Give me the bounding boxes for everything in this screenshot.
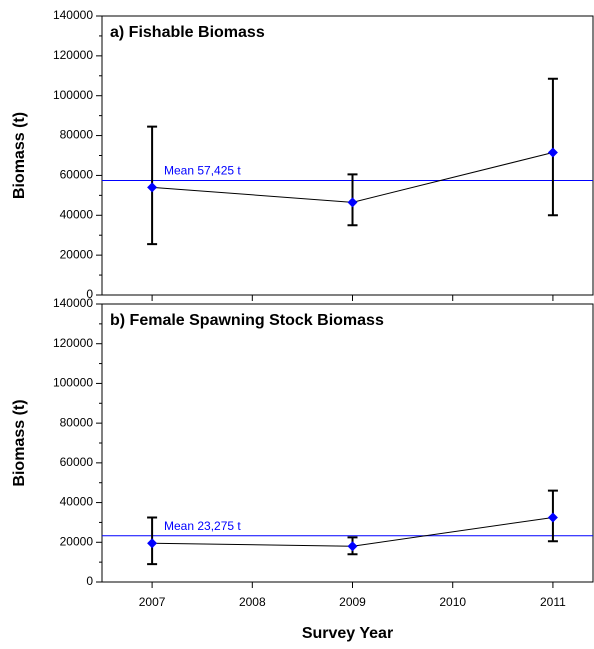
- plot-frame: [101, 303, 594, 583]
- y-tick-label: 0: [86, 287, 93, 301]
- error-bar: [547, 77, 558, 217]
- marker: [547, 512, 558, 523]
- marker: [347, 541, 358, 552]
- marker: [147, 182, 158, 193]
- y-tick-label: 120000: [53, 48, 93, 62]
- plot-frame: [101, 15, 594, 296]
- y-tick-label: 80000: [60, 415, 94, 429]
- marker: [547, 147, 558, 158]
- mean-label: Mean 57,425 t: [164, 164, 241, 178]
- marker: [147, 538, 158, 549]
- mean-label: Mean 23,275 t: [164, 519, 241, 533]
- y-tick-label: 80000: [60, 128, 94, 142]
- x-tick-label: 2009: [339, 595, 366, 609]
- y-tick-label: 140000: [53, 296, 93, 310]
- y-tick-label: 140000: [53, 8, 93, 22]
- y-tick-label: 40000: [60, 207, 94, 221]
- x-tick-label: 2007: [139, 595, 166, 609]
- marker: [347, 197, 358, 208]
- y-tick-label: 0: [86, 574, 93, 588]
- y-tick-label: 20000: [60, 247, 94, 261]
- x-tick-label: 2008: [239, 595, 266, 609]
- y-axis-title: Biomass (t): [11, 399, 28, 486]
- y-tick-label: 60000: [60, 168, 94, 182]
- y-tick-label: 20000: [60, 534, 94, 548]
- x-tick-label: 2011: [540, 595, 566, 609]
- y-tick-label: 100000: [53, 376, 93, 390]
- x-axis-title: Survey Year: [302, 625, 393, 642]
- y-tick-label: 60000: [60, 455, 94, 469]
- panel-title: a) Fishable Biomass: [110, 24, 265, 41]
- panel-title: b) Female Spawning Stock Biomass: [110, 312, 384, 329]
- x-tick-label: 2010: [439, 595, 466, 609]
- y-tick-label: 120000: [53, 336, 93, 350]
- y-tick-label: 100000: [53, 88, 93, 102]
- y-axis-title: Biomass (t): [11, 112, 28, 199]
- y-tick-label: 40000: [60, 495, 94, 509]
